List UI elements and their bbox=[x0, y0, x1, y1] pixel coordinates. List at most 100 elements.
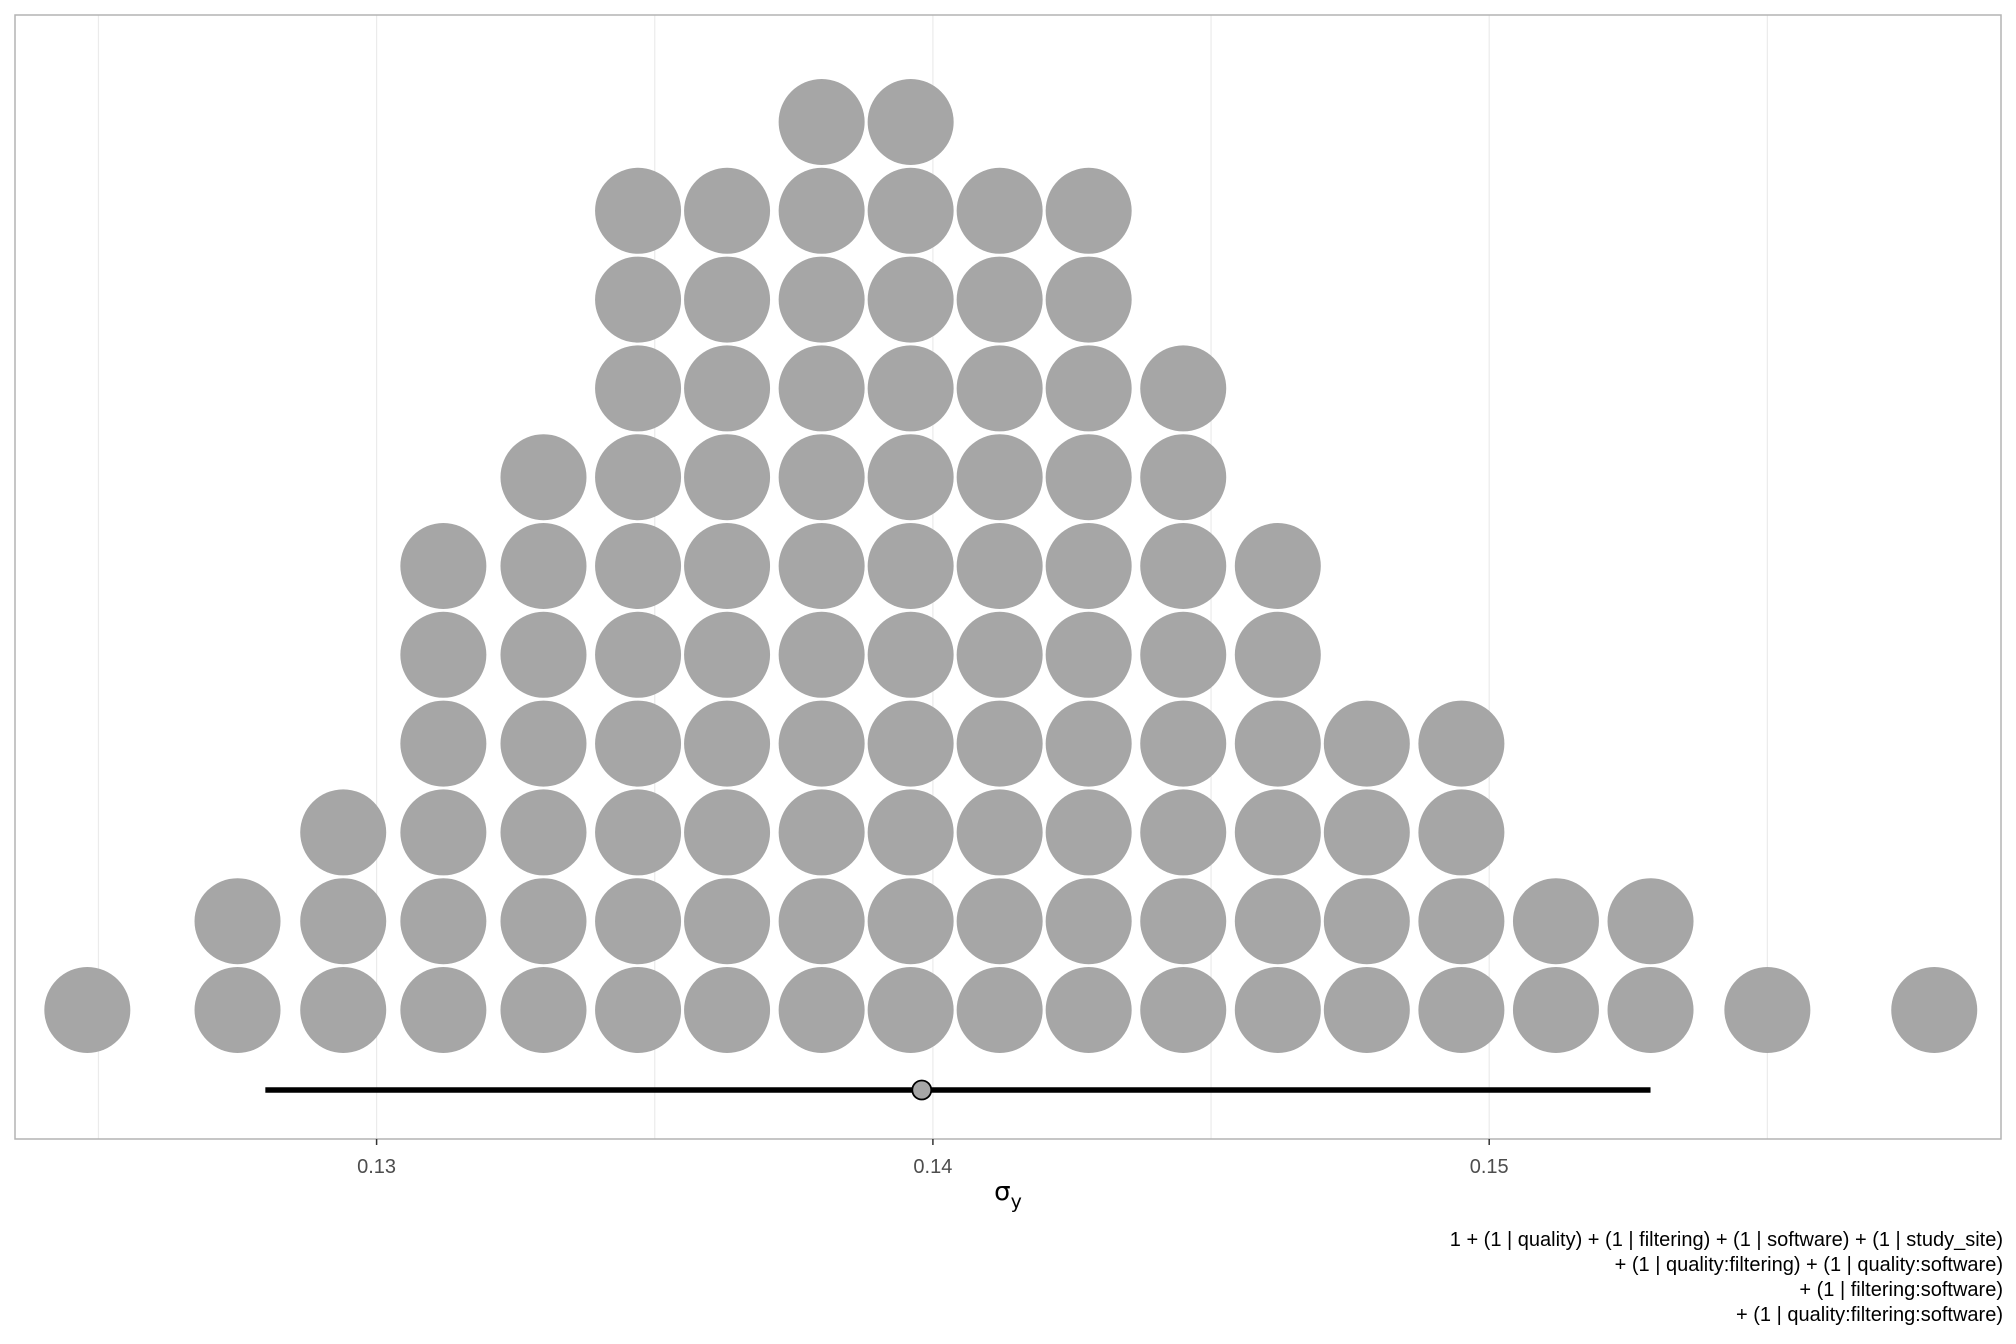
x-tick-label: 0.15 bbox=[1470, 1156, 1509, 1178]
dot bbox=[1045, 967, 1132, 1053]
dot bbox=[1891, 967, 1978, 1053]
dot bbox=[1607, 967, 1694, 1053]
dot bbox=[956, 345, 1043, 432]
dot bbox=[595, 523, 682, 609]
dot bbox=[500, 523, 587, 609]
dot bbox=[300, 789, 387, 876]
dot bbox=[867, 256, 954, 343]
dot bbox=[1234, 700, 1321, 787]
dot bbox=[684, 789, 771, 876]
dot bbox=[684, 434, 771, 521]
dot bbox=[595, 700, 682, 787]
caption-line: 1 + (1 | quality) + (1 | filtering) + (1… bbox=[1449, 1229, 2003, 1251]
dot bbox=[956, 434, 1043, 521]
dot bbox=[400, 789, 487, 876]
dot bbox=[400, 967, 487, 1053]
dot bbox=[867, 789, 954, 876]
dot bbox=[595, 967, 682, 1053]
dot bbox=[1512, 967, 1599, 1053]
dot bbox=[867, 700, 954, 787]
dot bbox=[1045, 167, 1132, 254]
dot bbox=[867, 611, 954, 698]
dot bbox=[1140, 434, 1227, 521]
dot bbox=[867, 523, 954, 609]
x-axis-title-subscript: y bbox=[1011, 1191, 1022, 1213]
dot bbox=[1607, 878, 1694, 965]
dot bbox=[684, 523, 771, 609]
dot bbox=[500, 434, 587, 521]
dot bbox=[1045, 611, 1132, 698]
dot bbox=[1045, 523, 1132, 609]
dot bbox=[1418, 878, 1505, 965]
dot bbox=[1323, 700, 1410, 787]
dot bbox=[400, 523, 487, 609]
dot bbox=[1418, 700, 1505, 787]
dot-columns bbox=[44, 79, 1978, 1053]
dot bbox=[500, 878, 587, 965]
dot bbox=[778, 789, 865, 876]
caption-line: + (1 | quality:filtering) + (1 | quality… bbox=[1614, 1254, 2003, 1276]
dot bbox=[956, 967, 1043, 1053]
dot bbox=[1140, 345, 1227, 432]
x-tick-label: 0.13 bbox=[357, 1156, 396, 1178]
dot bbox=[400, 700, 487, 787]
dot bbox=[778, 345, 865, 432]
dot bbox=[1140, 700, 1227, 787]
dot bbox=[956, 167, 1043, 254]
dot bbox=[778, 611, 865, 698]
dot bbox=[1418, 967, 1505, 1053]
dot bbox=[500, 789, 587, 876]
dot bbox=[684, 700, 771, 787]
dot bbox=[684, 256, 771, 343]
dot bbox=[1234, 611, 1321, 698]
dot bbox=[595, 256, 682, 343]
interval-summary bbox=[265, 1079, 1651, 1101]
panel-border bbox=[14, 14, 2002, 1140]
model-formula-caption: 1 + (1 | quality) + (1 | filtering) + (1… bbox=[1450, 1228, 2003, 1328]
dot bbox=[867, 345, 954, 432]
x-axis-ticks: 0.13 0.14 0.15 bbox=[357, 1139, 1509, 1178]
dot bbox=[867, 967, 954, 1053]
dot bbox=[867, 79, 954, 165]
dot bbox=[778, 967, 865, 1053]
caption-line: + (1 | quality:filtering:software) bbox=[1736, 1304, 2003, 1326]
dot bbox=[956, 611, 1043, 698]
dot bbox=[867, 167, 954, 254]
dot bbox=[1234, 523, 1321, 609]
dot bbox=[684, 345, 771, 432]
dot bbox=[778, 700, 865, 787]
dot bbox=[684, 967, 771, 1053]
dot bbox=[1045, 789, 1132, 876]
caption-line: + (1 | filtering:software) bbox=[1799, 1279, 2003, 1301]
dot bbox=[1418, 789, 1505, 876]
dot bbox=[778, 167, 865, 254]
dot bbox=[595, 434, 682, 521]
dot bbox=[300, 878, 387, 965]
dot bbox=[595, 167, 682, 254]
dot bbox=[194, 878, 281, 965]
dot bbox=[778, 79, 865, 165]
dot bbox=[1045, 434, 1132, 521]
dot bbox=[778, 434, 865, 521]
dot bbox=[1045, 700, 1132, 787]
dot bbox=[867, 434, 954, 521]
dot bbox=[595, 878, 682, 965]
dot bbox=[956, 700, 1043, 787]
dot bbox=[44, 967, 131, 1053]
dot bbox=[1323, 878, 1410, 965]
dot bbox=[956, 523, 1043, 609]
dot bbox=[1724, 967, 1811, 1053]
dot bbox=[500, 700, 587, 787]
dot bbox=[1512, 878, 1599, 965]
dot bbox=[956, 878, 1043, 965]
dot bbox=[595, 789, 682, 876]
dot bbox=[400, 611, 487, 698]
dot bbox=[500, 611, 587, 698]
dot bbox=[1323, 967, 1410, 1053]
x-axis-title: σy bbox=[994, 1177, 1022, 1213]
dot bbox=[684, 167, 771, 254]
point-estimate bbox=[911, 1079, 933, 1101]
dot bbox=[400, 878, 487, 965]
dot bbox=[194, 967, 281, 1053]
dot bbox=[300, 967, 387, 1053]
